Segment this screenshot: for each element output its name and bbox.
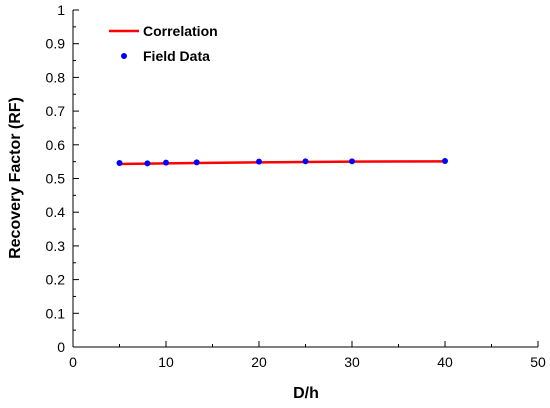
legend: Correlation Field Data [109, 23, 218, 64]
field-data-point [116, 159, 123, 166]
y-tick-label: 0.2 [46, 272, 66, 288]
y-tick-label: 0.6 [46, 137, 66, 153]
correlation-line [119, 160, 446, 166]
legend-label-field-data: Field Data [143, 48, 210, 64]
y-tick-label: 0.9 [46, 36, 66, 52]
y-tick-label: 0.1 [46, 305, 66, 321]
y-tick-label: 0.3 [46, 238, 66, 254]
field-data-point [193, 159, 200, 166]
y-tick-label: 0.8 [46, 69, 66, 85]
x-axis-title: D/h [293, 385, 319, 402]
y-tick-label: 1 [57, 2, 65, 18]
field-data-point [349, 158, 355, 165]
field-data-point [256, 158, 262, 165]
y-tick-label: 0 [57, 339, 65, 355]
x-tick-label: 20 [251, 354, 267, 370]
y-tick-label: 0.5 [46, 171, 66, 187]
ticks: 00.10.20.30.40.50.60.70.80.910 10 20 30 40 50 [46, 2, 546, 370]
y-axis-title: Recovery Factor (RF) [7, 97, 24, 259]
x-tick-label: 40 [437, 354, 453, 370]
x-tick-label: 30 [344, 354, 360, 370]
series [116, 157, 448, 167]
x-tick-label: 50 [530, 354, 546, 370]
legend-label-correlation: Correlation [143, 23, 218, 39]
legend-swatch-field-data [121, 53, 127, 59]
y-tick-label: 0.4 [46, 204, 66, 220]
x-tick-label: 0 [69, 354, 77, 370]
field-data-point [302, 158, 309, 165]
field-data-point [144, 160, 151, 167]
x-tick-label: 10 [158, 354, 174, 370]
field-data-point [163, 159, 169, 166]
y-tick-label: 0.7 [46, 103, 66, 119]
field-data-point [442, 157, 448, 164]
